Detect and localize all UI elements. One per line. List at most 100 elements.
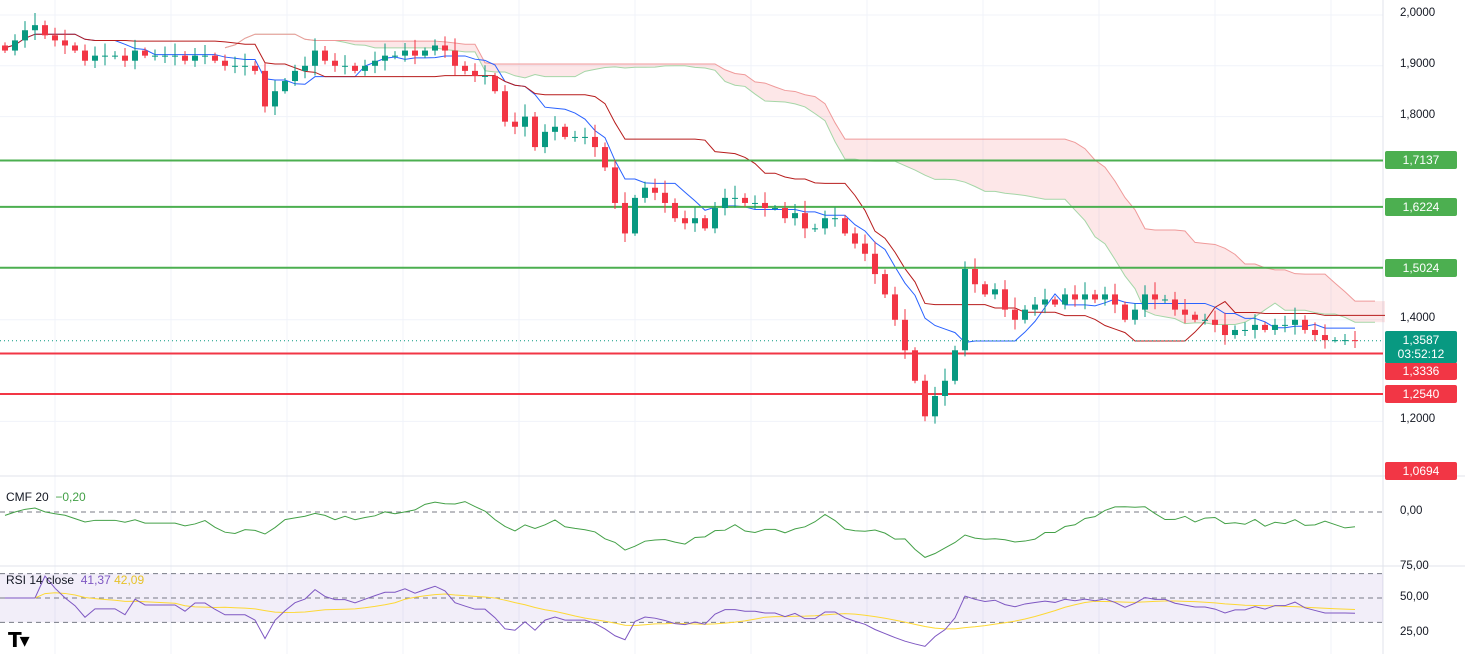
- ichimoku-cloud: [1085, 148, 1095, 237]
- resistance-price-tag: 1,7137: [1385, 151, 1457, 170]
- candle-body: [522, 116, 528, 127]
- candle-body: [1342, 340, 1348, 342]
- candle-body: [872, 253, 878, 275]
- ichimoku-cloud: [885, 139, 895, 162]
- ichimoku-cloud: [405, 41, 415, 48]
- candle-body: [1012, 309, 1018, 320]
- candle-body: [1122, 304, 1128, 320]
- ichimoku-cloud: [1255, 264, 1265, 317]
- ichimoku-cloud: [1305, 274, 1315, 313]
- ichimoku-cloud: [1285, 269, 1295, 311]
- candle-body: [472, 70, 478, 76]
- cmf-zero-tick: 0,00: [1400, 505, 1423, 517]
- candle-body: [892, 294, 898, 320]
- rsi-value: 41,37: [80, 573, 111, 587]
- candle-body: [552, 126, 558, 132]
- ichimoku-cloud: [1235, 254, 1245, 325]
- candle-body: [312, 50, 318, 66]
- ichimoku-cloud: [765, 83, 775, 102]
- candle-body: [1332, 340, 1338, 342]
- candle-body: [12, 40, 18, 51]
- tenkan-line: [4, 33, 1355, 344]
- candle-body: [972, 269, 978, 285]
- ichimoku-cloud: [1215, 244, 1225, 325]
- ichimoku-cloud: [475, 44, 485, 71]
- candle-body: [542, 131, 548, 148]
- ichimoku-cloud: [375, 41, 385, 48]
- ichimoku-cloud: [1095, 160, 1105, 244]
- candle-body: [162, 55, 168, 57]
- candle-body: [72, 45, 78, 51]
- senkou-span-a: [224, 33, 1375, 325]
- candle-body: [642, 187, 648, 198]
- ichimoku-cloud: [1105, 167, 1115, 260]
- candle-body: [202, 55, 208, 57]
- candle-body: [842, 218, 848, 234]
- ichimoku-cloud: [1005, 139, 1015, 195]
- candle-body: [1292, 319, 1298, 325]
- candle-body: [362, 65, 368, 71]
- price-tick: 1,8000: [1400, 108, 1436, 121]
- ichimoku-cloud: [515, 63, 525, 78]
- ichimoku-cloud: [1265, 267, 1275, 310]
- candle-body: [112, 55, 118, 57]
- ichimoku-cloud: [465, 44, 475, 52]
- ichimoku-cloud: [965, 139, 975, 187]
- candle-body: [432, 45, 438, 51]
- ichimoku-cloud: [795, 91, 805, 107]
- candle-body: [1222, 324, 1228, 336]
- candle-body: [722, 197, 728, 209]
- candle-body: [742, 197, 748, 203]
- resistance-price-tag: 1,6224: [1385, 197, 1457, 216]
- candle-body: [792, 213, 798, 219]
- candle-body: [762, 202, 768, 209]
- ichimoku-cloud: [485, 62, 495, 72]
- candle-body: [332, 60, 338, 66]
- ichimoku-cloud: [695, 63, 705, 69]
- rsi-tick: 75,00: [1400, 560, 1429, 572]
- candle-body: [802, 213, 808, 229]
- candle-body: [652, 187, 658, 193]
- tradingview-logo: T▾: [8, 628, 30, 652]
- candle-body: [1312, 329, 1318, 336]
- candle-body: [1032, 304, 1038, 310]
- cmf-line: [4, 501, 1356, 558]
- candle-body: [702, 218, 708, 229]
- ichimoku-cloud: [1205, 243, 1215, 325]
- ichimoku-cloud: [725, 69, 735, 86]
- candle-body: [832, 218, 838, 220]
- candle-body: [1042, 299, 1048, 305]
- candle-body: [492, 75, 498, 92]
- kijun-line: [4, 33, 1385, 342]
- candle-body: [1262, 324, 1268, 330]
- price-tick: 1,9000: [1400, 57, 1436, 70]
- candle-body: [102, 55, 108, 57]
- ichimoku-cloud: [745, 74, 755, 95]
- candle-body: [902, 319, 908, 351]
- candle-body: [712, 208, 718, 229]
- cmf-value: −0,20: [55, 490, 86, 504]
- candle-body: [1072, 294, 1078, 300]
- ichimoku-cloud: [985, 139, 995, 192]
- cmf-title: CMF 20: [6, 490, 49, 504]
- ichimoku-cloud: [935, 139, 945, 180]
- ichimoku-cloud: [1025, 139, 1035, 198]
- candle-body: [1092, 294, 1098, 300]
- ichimoku-cloud: [1065, 139, 1075, 211]
- candle-body: [182, 55, 188, 61]
- candle-body: [942, 380, 948, 396]
- ichimoku-cloud: [1075, 142, 1085, 221]
- candle-body: [212, 55, 218, 61]
- candle-body: [392, 55, 398, 57]
- candle-body: [1352, 340, 1358, 342]
- low-price-tag: 1,0694: [1385, 462, 1457, 480]
- candle-body: [912, 350, 918, 381]
- candle-body: [132, 50, 138, 61]
- candle-body: [242, 65, 248, 67]
- candle-body: [1082, 294, 1088, 300]
- support-price-tag: 1,2540: [1385, 384, 1457, 403]
- ichimoku-cloud: [1135, 209, 1145, 311]
- candle-body: [1252, 324, 1258, 330]
- candle-body: [562, 126, 568, 137]
